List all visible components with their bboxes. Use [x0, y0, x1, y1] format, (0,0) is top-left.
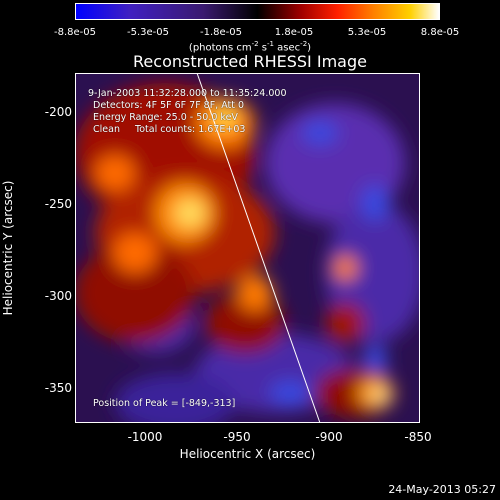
energy-range: Energy Range: 25.0 - 50.0 keV [93, 112, 238, 123]
colorbar-tick: 1.8e-05 [274, 27, 314, 38]
colorbar [75, 3, 440, 20]
solar-map [75, 73, 420, 423]
solar-image [75, 73, 420, 423]
x-tick: -850 [404, 430, 432, 444]
x-tick: -900 [315, 430, 343, 444]
colorbar-units: (photons cm-2 s-1 asec-2) [188, 40, 312, 54]
y-tick: -350 [44, 381, 72, 395]
x-axis-label: Heliocentric X (arcsec) [179, 447, 316, 461]
colorbar-tick: -8.8e-05 [54, 27, 96, 38]
colorbar-tick: -5.3e-05 [127, 27, 169, 38]
y-axis-label: Heliocentric Y (arcsec) [1, 180, 15, 316]
timestamp: 24-May-2013 05:27 [388, 483, 496, 496]
colorbar-ticks: -8.8e-05 -5.3e-05 -1.8e-05 1.8e-05 5.3e-… [0, 0, 500, 70]
image-title: Reconstructed RHESSI Image [133, 52, 367, 71]
colorbar-tick: -1.8e-05 [200, 27, 242, 38]
x-tick: -1000 [127, 430, 163, 444]
x-tick: -950 [223, 430, 251, 444]
y-tick: -200 [44, 105, 72, 119]
y-tick: -300 [44, 289, 72, 303]
total-counts: Clean Total counts: 1.67E+03 [93, 124, 246, 135]
peak-position: Position of Peak = [-849,-313] [93, 398, 236, 409]
detectors: Detectors: 4F 5F 6F 7F 8F, Att 0 [93, 100, 245, 111]
time-range: 9-Jan-2003 11:32:28.000 to 11:35:24.000 [88, 88, 287, 99]
colorbar-tick: 5.3e-05 [347, 27, 387, 38]
y-tick: -250 [44, 197, 72, 211]
colorbar-tick: 8.8e-05 [420, 27, 460, 38]
